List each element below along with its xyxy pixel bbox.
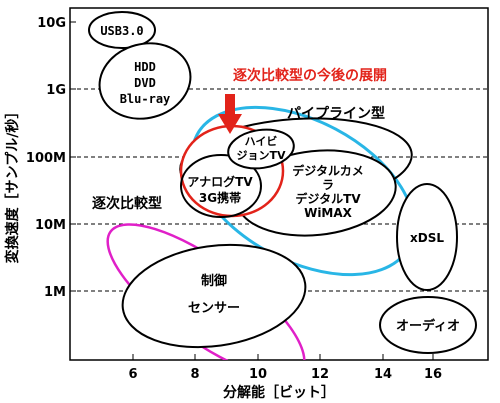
hdd-label: HDD <box>134 60 156 74</box>
digital-tv-label: デジタルTV <box>295 191 361 206</box>
usb30-ellipse <box>88 11 156 49</box>
y-tick-1g: 1G <box>46 83 66 98</box>
x-tick-16: 16 <box>424 367 442 382</box>
analog-tv-label: アナログTV <box>187 174 253 189</box>
y-axis-label: 変換速度［サンプル/秒］ <box>4 105 21 264</box>
hivision-label-line2: ジョンTV <box>236 149 286 162</box>
x-tick-6: 6 <box>128 367 137 382</box>
sensor-label: センサー <box>188 301 240 316</box>
y-tick-10m: 10M <box>35 218 66 233</box>
hivision-label-line1: ハイビ <box>245 134 278 148</box>
xdsl-ellipse <box>396 183 458 291</box>
y-tick-100m: 100M <box>26 151 66 166</box>
hivision-tv-ellipse <box>227 128 295 170</box>
audio-label: オーディオ <box>396 318 460 334</box>
control-sensor-ellipse <box>121 243 307 349</box>
y-tick-1m: 1M <box>44 285 66 300</box>
control-label: 制御 <box>201 273 227 289</box>
y-tick-10g: 10G <box>37 16 66 31</box>
digital-camera-label-line2: ラ <box>322 178 334 192</box>
x-axis-label: 分解能［ビット］ <box>223 384 335 401</box>
usb30-label: USB3.0 <box>100 24 143 38</box>
x-tick-8: 8 <box>190 367 199 382</box>
sar-label: 逐次比較型 <box>92 195 162 212</box>
hdd-dvd-bluray-ellipse <box>98 42 192 120</box>
dvd-label: DVD <box>134 76 156 90</box>
analog-tv-3g-ellipse <box>180 154 262 218</box>
x-tick-14: 14 <box>374 367 392 382</box>
wimax-label: WiMAX <box>304 206 353 220</box>
sar-future-label: 逐次比較型の今後の展開 <box>233 67 387 84</box>
x-tick-12: 12 <box>311 367 329 382</box>
xdsl-label: xDSL <box>410 231 444 245</box>
audio-ellipse <box>379 296 477 354</box>
future-arrow <box>218 94 242 134</box>
3g-phone-label: 3G携帯 <box>199 190 241 205</box>
bluray-label: Blu-ray <box>120 92 171 106</box>
digital-camera-label-line1: デジタルカメ <box>292 163 363 178</box>
pipeline-label: パイプライン型 <box>287 105 385 122</box>
x-tick-10: 10 <box>249 367 267 382</box>
